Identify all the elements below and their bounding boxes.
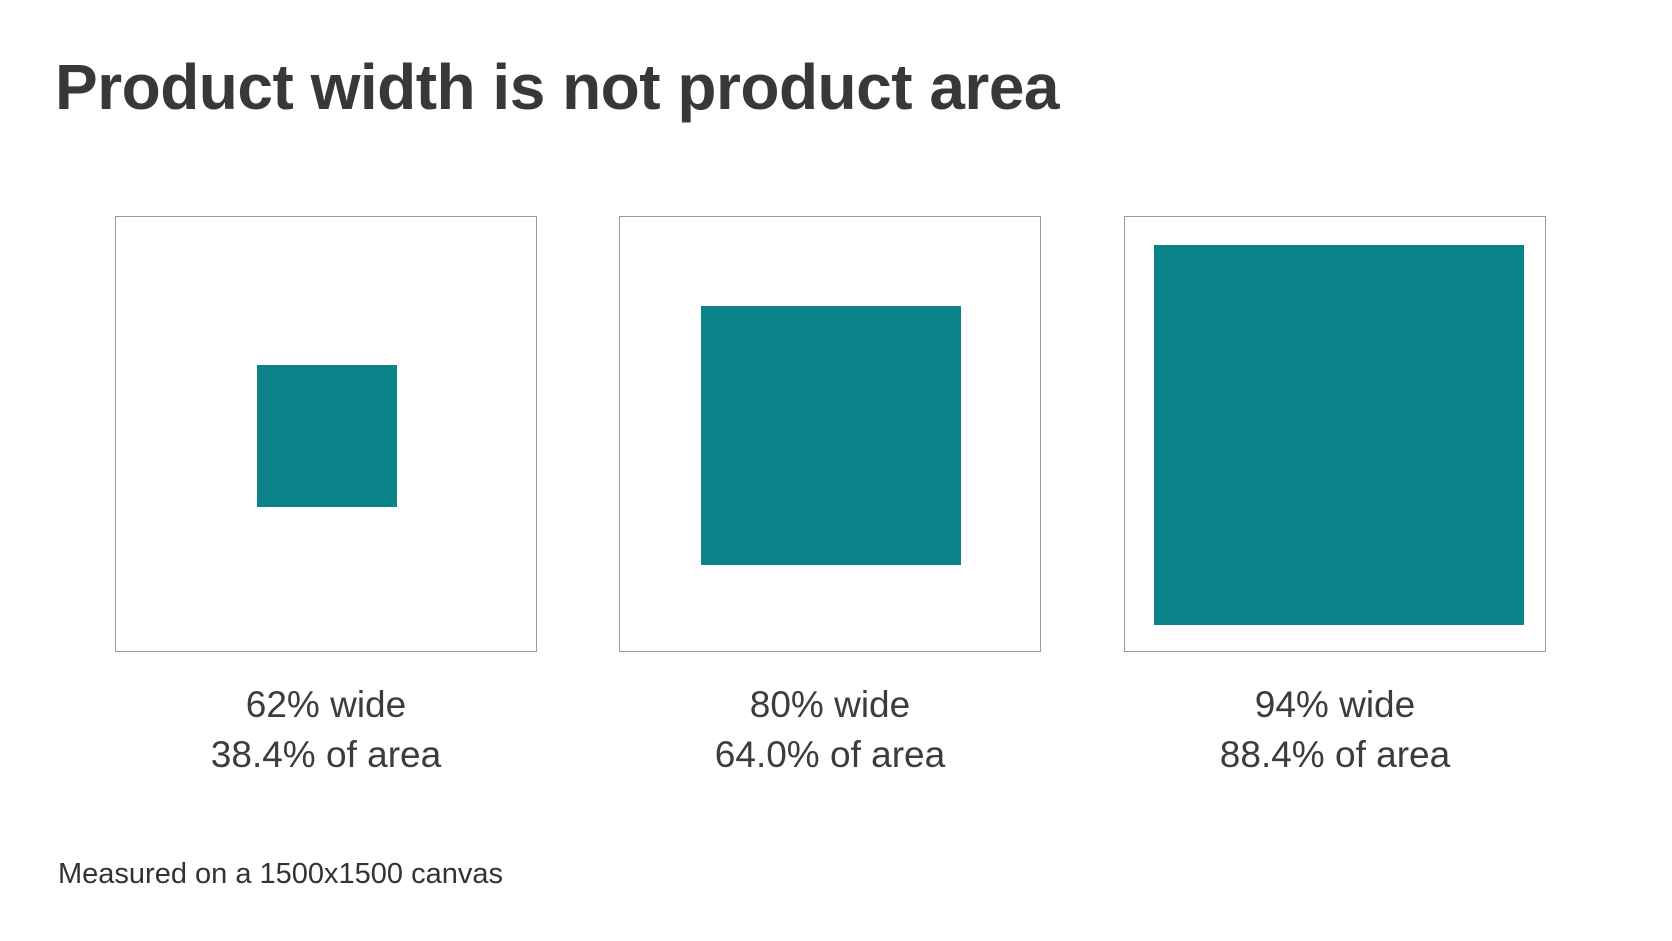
canvas-frame	[619, 216, 1041, 652]
canvas-frame	[115, 216, 537, 652]
product-square	[701, 306, 961, 565]
width-label: 62% wide	[245, 684, 407, 725]
area-label: 38.4% of area	[210, 734, 442, 775]
panel: 62% wide 38.4% of area	[115, 216, 537, 775]
footnote: Measured on a 1500x1500 canvas	[58, 858, 503, 890]
product-square	[1154, 245, 1524, 625]
width-label: 94% wide	[1254, 684, 1416, 725]
panel: 80% wide 64.0% of area	[619, 216, 1041, 775]
area-label: 64.0% of area	[714, 734, 946, 775]
width-label: 80% wide	[749, 684, 911, 725]
panel: 94% wide 88.4% of area	[1124, 216, 1546, 775]
title: Product width is not product area	[55, 51, 1060, 123]
product-square	[257, 365, 397, 507]
canvas-frame	[1124, 216, 1546, 652]
area-label: 88.4% of area	[1219, 734, 1451, 775]
